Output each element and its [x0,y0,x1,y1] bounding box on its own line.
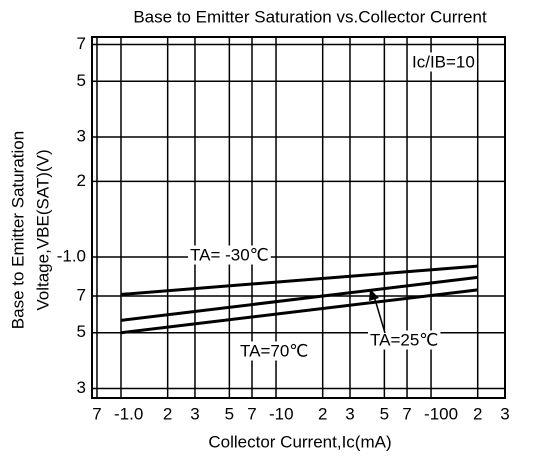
y-axis-label: Voltage,VBE(SAT)(V) [33,149,52,310]
y-tick-label: 3 [77,127,86,146]
arrow-head [369,289,379,301]
chart-title: Base to Emitter Saturation vs.Collector … [133,7,487,26]
legend-label: TA=70℃ [240,341,308,360]
series-line [120,288,478,335]
y-axis-label: Base to Emitter Saturation [8,131,27,329]
x-tick-label: -1.0 [114,404,143,423]
y-tick-label: 3 [77,378,86,397]
x-tick-label: 5 [380,404,389,423]
x-tick-label: 2 [473,404,482,423]
x-tick-label: 3 [500,404,509,423]
x-tick-label: 2 [163,404,172,423]
x-tick-label: 3 [345,404,354,423]
plot-frame [91,36,506,399]
y-tick-label: 2 [77,171,86,190]
y-tick-label: 7 [77,34,86,53]
y-tick-label: 5 [77,71,86,90]
x-tick-label: 5 [225,404,234,423]
x-axis-label: Collector Current,Ic(mA) [208,432,391,451]
label-background [188,245,271,265]
series-line [120,275,478,322]
arrow [373,295,386,334]
x-tick-label: 7 [402,404,411,423]
y-tick-label: 5 [77,322,86,341]
x-tick-label: -10 [269,404,294,423]
x-tick-label: 7 [92,404,101,423]
x-tick-label: 3 [190,404,199,423]
legend-label: TA=25℃ [370,330,438,349]
legend-label: TA= -30℃ [190,245,269,264]
y-tick-label: 7 [77,285,86,304]
label-background [238,341,311,361]
label-background [410,52,477,72]
label-background [368,330,441,350]
x-tick-label: 7 [247,404,256,423]
x-tick-label: 2 [318,404,327,423]
series-line [120,264,478,296]
annotation: Ic/IB=10 [412,52,475,71]
x-tick-label: -100 [424,404,458,423]
y-tick-label: -1.0 [57,247,86,266]
